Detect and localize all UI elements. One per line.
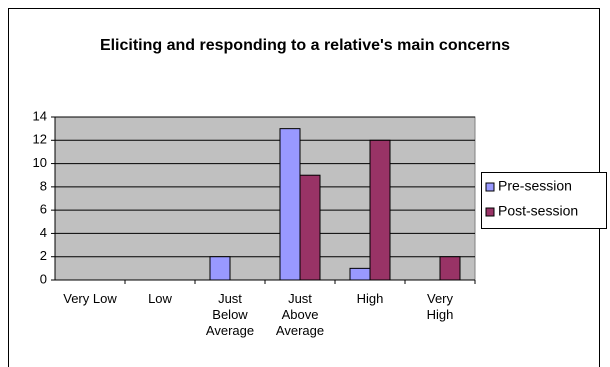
bar [279, 128, 301, 281]
bar [349, 267, 371, 281]
x-tick-label: Just Below Average [205, 291, 255, 338]
bar [369, 139, 391, 281]
x-tick-label: Very High [426, 291, 454, 322]
chart-title: Eliciting and responding to a relative's… [99, 37, 511, 54]
legend-box [481, 172, 607, 229]
legend-label: Pre-session [498, 178, 572, 194]
x-tick-label: Low [148, 291, 172, 306]
bar [439, 256, 461, 281]
bar [209, 256, 231, 281]
legend-swatch [485, 207, 495, 217]
y-tick-label: 12 [33, 132, 47, 147]
x-tick-label: Very Low [63, 291, 117, 306]
legend-label: Post-session [498, 203, 578, 219]
y-tick-label: 6 [40, 202, 47, 217]
y-tick-label: 14 [33, 108, 47, 123]
y-tick-label: 0 [40, 271, 47, 286]
legend-swatch [485, 182, 495, 192]
plot-area [54, 116, 476, 281]
bar [299, 174, 321, 281]
y-tick-label: 2 [40, 248, 47, 263]
y-tick-label: 8 [40, 178, 47, 193]
x-tick-label: Just Above Average [275, 291, 325, 338]
y-tick-label: 10 [33, 155, 47, 170]
x-tick-label: High [356, 291, 384, 306]
y-tick-label: 4 [40, 225, 47, 240]
